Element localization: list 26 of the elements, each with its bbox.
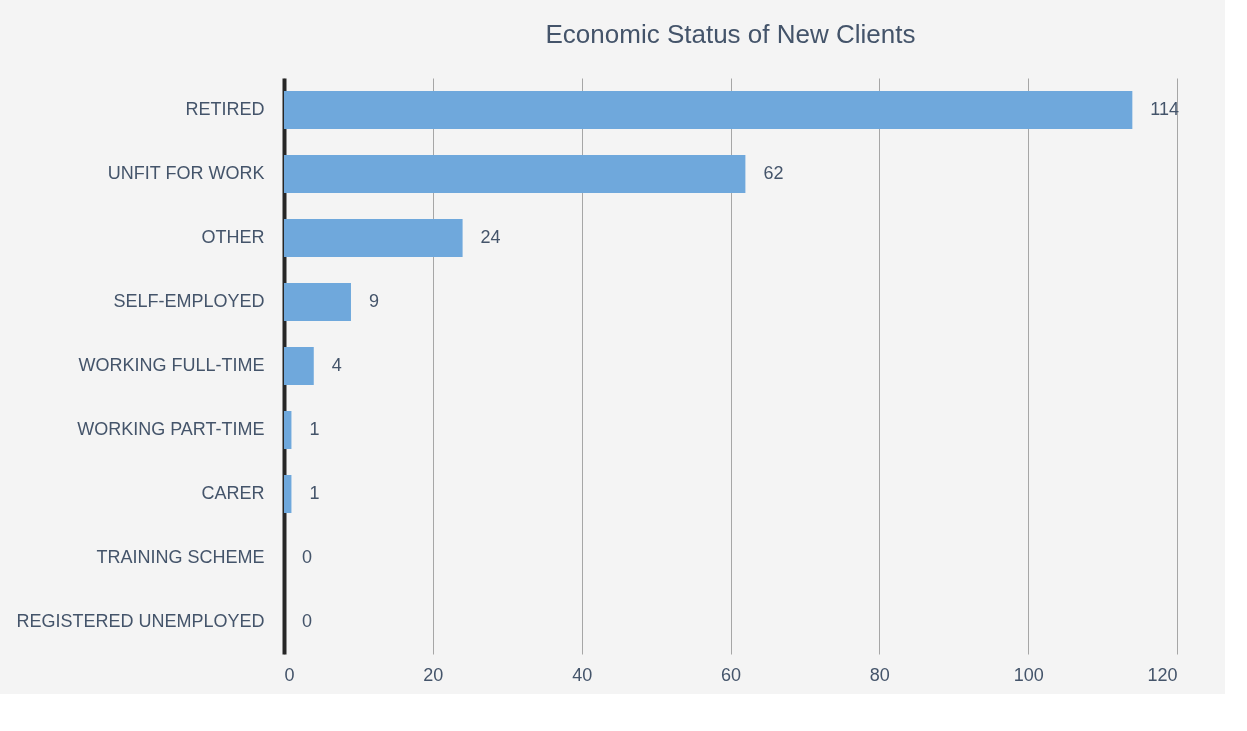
- y-tick-label: UNFIT FOR WORK: [107, 163, 265, 183]
- y-tick-label: TRAINING SCHEME: [96, 547, 265, 567]
- x-tick-label: 60: [720, 664, 742, 685]
- chart-title: Economic Status of New Clients: [545, 19, 916, 49]
- x-tick-label: 40: [572, 664, 593, 685]
- x-tick-label: 120: [1147, 664, 1178, 685]
- y-tick-label: WORKING FULL-TIME: [78, 355, 265, 375]
- x-tick-label: 80: [869, 664, 890, 685]
- y-tick-label: WORKING PART-TIME: [77, 419, 265, 439]
- data-label: 4: [331, 355, 342, 375]
- y-tick-label: SELF-EMPLOYED: [113, 291, 265, 311]
- y-tick-label: RETIRED: [185, 99, 265, 119]
- data-label: 114: [1150, 99, 1180, 119]
- data-label: 1: [309, 483, 320, 503]
- x-tick-label: 20: [423, 664, 444, 685]
- y-tick-label: CARER: [201, 483, 265, 503]
- y-tick-label: REGISTERED UNEMPLOYED: [16, 611, 265, 631]
- data-label: 9: [368, 291, 379, 311]
- data-label: 24: [480, 227, 501, 247]
- y-tick-label: OTHER: [201, 227, 265, 247]
- x-tick-label: 0: [284, 664, 295, 685]
- data-label: 62: [763, 163, 784, 183]
- data-label: 1: [309, 419, 320, 439]
- data-label: 0: [302, 611, 313, 631]
- x-tick-label: 100: [1013, 664, 1044, 685]
- data-label: 0: [302, 547, 313, 567]
